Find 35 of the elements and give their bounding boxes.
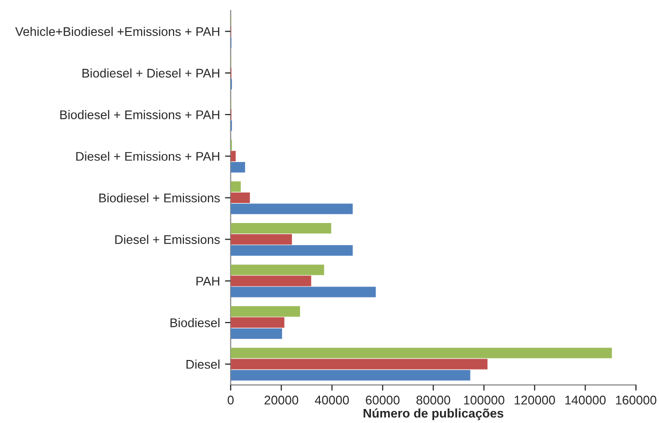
y-tick-label: Diesel + Emissions + PAH bbox=[76, 152, 220, 161]
bar bbox=[230, 162, 246, 173]
y-tick-label: Diesel + Emissions bbox=[115, 234, 220, 244]
bar bbox=[230, 204, 353, 214]
bar bbox=[230, 348, 612, 358]
y-tick-label: Biodiesel bbox=[170, 318, 220, 328]
bar bbox=[230, 222, 332, 234]
x-tick-label: 60000 bbox=[366, 396, 400, 405]
y-tick-label: Vehicle+Biodiesel +Emissions + PAH bbox=[15, 26, 220, 36]
bar bbox=[230, 234, 292, 245]
x-tick-label: 80000 bbox=[416, 396, 450, 405]
y-tick-label: PAH bbox=[196, 276, 220, 286]
bar bbox=[230, 286, 376, 298]
x-tick-label: 0 bbox=[228, 396, 234, 405]
bar bbox=[230, 370, 470, 380]
x-tick-label: 160000 bbox=[616, 396, 656, 405]
bar bbox=[230, 264, 324, 276]
bar bbox=[230, 245, 353, 256]
bar bbox=[230, 181, 241, 192]
bar bbox=[230, 358, 488, 370]
x-tick-label: 20000 bbox=[264, 396, 298, 405]
bar bbox=[230, 192, 250, 204]
x-tick-label: 120000 bbox=[514, 396, 555, 405]
x-tick-label: 100000 bbox=[464, 396, 504, 405]
bar bbox=[230, 276, 312, 286]
y-tick-label: Diesel bbox=[186, 360, 220, 369]
bar bbox=[230, 328, 282, 339]
y-tick-label: Biodiesel + Emissions bbox=[99, 193, 220, 202]
x-tick-label: 140000 bbox=[565, 396, 606, 405]
bar bbox=[230, 317, 284, 328]
bar bbox=[230, 306, 300, 317]
x-axis-title: Número de publicações bbox=[364, 408, 504, 420]
x-tick-label: 40000 bbox=[314, 396, 349, 405]
y-tick-label: Biodiesel + Emissions + PAH bbox=[60, 110, 220, 120]
y-tick-label: Biodiesel + Diesel + PAH bbox=[82, 68, 220, 78]
